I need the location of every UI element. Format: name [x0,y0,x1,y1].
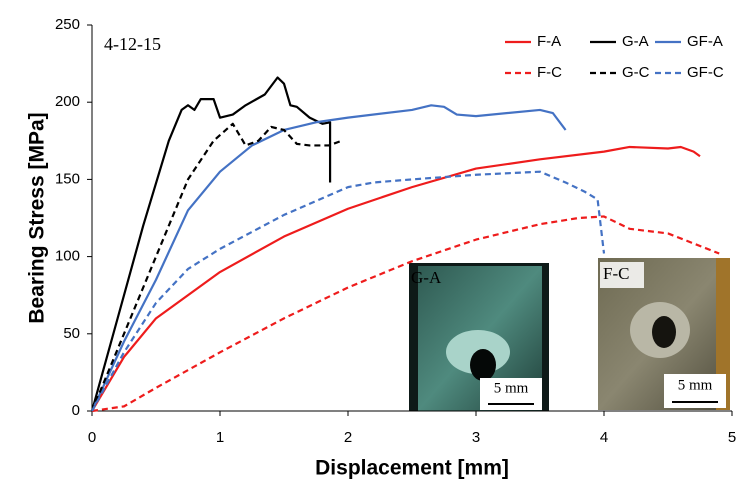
x-tick-label: 4 [600,429,608,446]
y-tick-label: 0 [72,402,80,419]
inset-g-a: G-A 5 mm [409,263,549,411]
x-tick-label: 0 [88,429,96,446]
legend-label: G-C [622,64,650,81]
y-tick-label: 150 [55,170,80,187]
y-axis-label: Bearing Stress [MPa] [26,112,49,323]
x-tick-label: 1 [216,429,224,446]
series-line [91,104,567,412]
scale-label: 5 mm [494,380,529,396]
inset-label: F-C [603,264,629,283]
series-line [91,145,701,412]
legend-label: G-A [622,33,649,50]
series-line [91,215,720,413]
x-axis-label: Displacement [mm] [315,457,509,480]
y-tick-label: 200 [55,93,80,110]
y-tick-label: 100 [55,248,80,265]
x-tick-label: 5 [728,429,736,446]
inset-f-c: F-C 5 mm [598,258,730,410]
y-tick-label: 250 [55,16,80,33]
scale-label: 5 mm [678,377,713,393]
inset-label: G-A [411,268,442,287]
annotation: 4-12-15 [104,34,161,54]
series-line [91,170,606,412]
legend-label: F-C [537,64,562,81]
legend-label: GF-A [687,33,723,50]
series-line [90,76,332,412]
y-tick-label: 50 [63,325,80,342]
legend-label: F-A [537,33,561,50]
legend-label: GF-C [687,64,724,81]
series-line [90,122,342,412]
x-tick-label: 3 [472,429,480,446]
x-tick-label: 2 [344,429,352,446]
